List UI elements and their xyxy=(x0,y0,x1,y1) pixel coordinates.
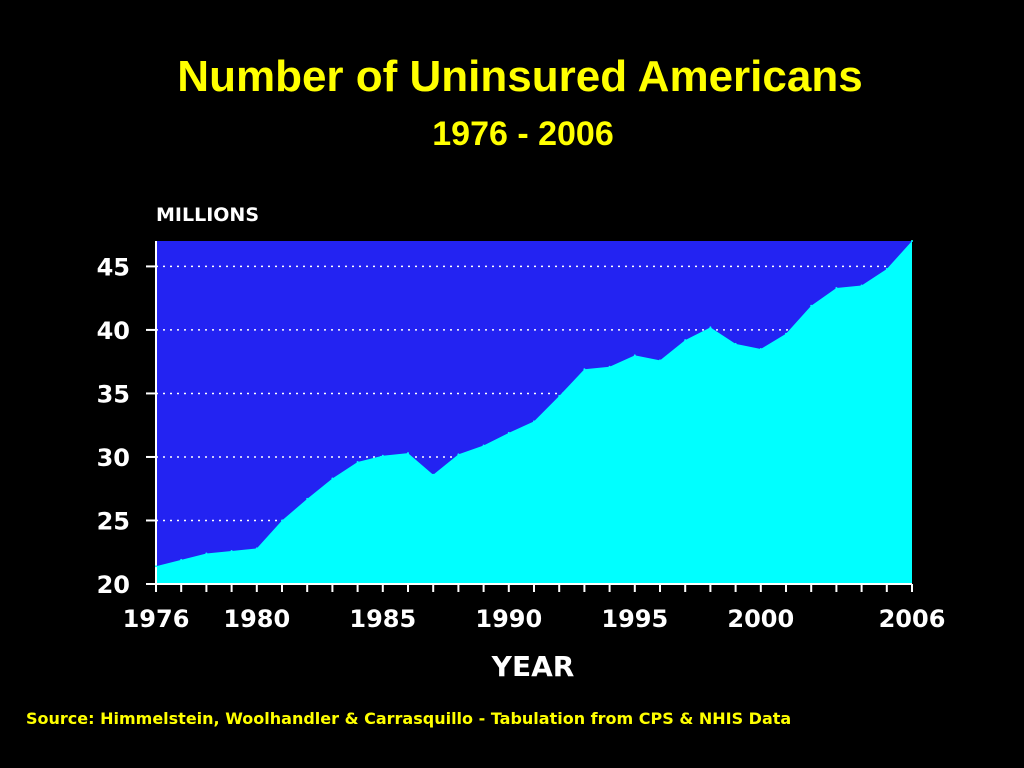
data-point xyxy=(659,359,661,362)
data-point xyxy=(180,558,183,561)
area-chart: 20 25 30 35 40 45 1976 1980 1985 1990 1995 2000 200… xyxy=(97,204,946,683)
x-axis-label: YEAR xyxy=(491,650,575,683)
data-point xyxy=(633,354,636,357)
y-tick-label: 40 xyxy=(97,317,130,345)
y-tick-label: 20 xyxy=(97,571,130,599)
data-point xyxy=(230,549,233,552)
x-tick-label: 1985 xyxy=(349,605,416,633)
uninsured-area xyxy=(156,241,912,584)
y-tick-label: 30 xyxy=(97,444,130,472)
x-tick-label: 1980 xyxy=(223,605,290,633)
data-point xyxy=(558,394,561,397)
y-tick-label: 35 xyxy=(97,380,130,408)
data-point xyxy=(835,287,838,290)
chart-subtitle: 1976 - 2006 xyxy=(432,115,614,153)
y-axis: 20 25 30 35 40 45 xyxy=(97,241,157,599)
data-point xyxy=(331,477,334,480)
data-point xyxy=(155,565,157,568)
data-point xyxy=(533,420,535,423)
chart-title: Number of Uninsured Americans xyxy=(177,52,863,101)
data-point xyxy=(810,304,813,307)
data-point xyxy=(205,552,208,555)
x-tick-label: 2000 xyxy=(727,605,794,633)
x-tick-label: 2006 xyxy=(879,605,946,633)
data-point xyxy=(709,326,712,329)
data-point xyxy=(432,473,435,476)
y-tick-label: 25 xyxy=(97,507,130,535)
data-point xyxy=(911,240,913,242)
data-point xyxy=(306,497,309,500)
data-point xyxy=(759,347,762,350)
data-point xyxy=(684,339,687,342)
data-point xyxy=(860,284,863,287)
data-point xyxy=(407,452,409,455)
y-axis-label: MILLIONS xyxy=(156,204,259,226)
x-tick-label: 1990 xyxy=(475,605,542,633)
data-point xyxy=(507,431,510,434)
data-point xyxy=(281,519,283,522)
x-tick-label: 1995 xyxy=(601,605,668,633)
source-note: Source: Himmelstein, Woolhandler & Carra… xyxy=(26,709,792,728)
data-point xyxy=(734,342,737,345)
data-point xyxy=(608,365,611,368)
data-point xyxy=(381,454,384,457)
data-point xyxy=(482,444,485,447)
data-point xyxy=(356,461,359,464)
data-point xyxy=(885,267,888,270)
data-point xyxy=(255,547,258,550)
data-point xyxy=(583,368,586,371)
data-point xyxy=(457,453,460,456)
y-tick-label: 45 xyxy=(97,253,130,281)
x-axis: 1976 1980 1985 1990 1995 2000 2006 xyxy=(123,583,946,633)
data-point xyxy=(785,332,787,335)
x-tick-label: 1976 xyxy=(123,605,190,633)
